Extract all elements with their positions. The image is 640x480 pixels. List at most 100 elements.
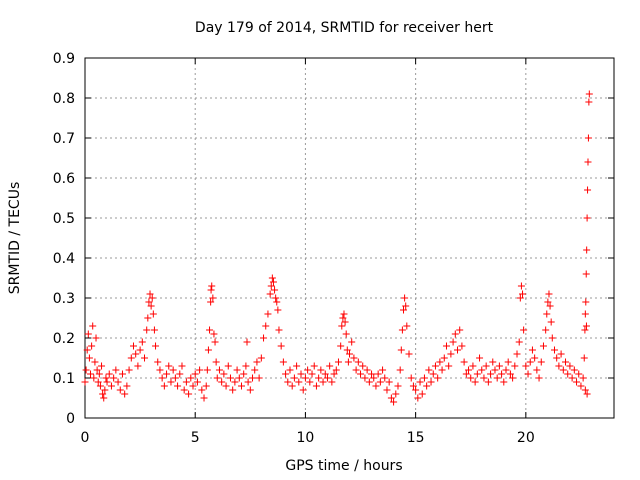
data-point [226, 374, 234, 382]
data-point [127, 354, 135, 362]
data-point [92, 334, 100, 342]
data-point [480, 374, 488, 382]
data-point [207, 298, 215, 306]
data-point [83, 346, 91, 354]
data-point [491, 366, 499, 374]
data-point [262, 322, 270, 330]
data-point [167, 378, 175, 386]
data-point [427, 378, 435, 386]
data-point [229, 386, 237, 394]
data-point [174, 382, 182, 390]
data-point [269, 278, 277, 286]
data-point [416, 378, 424, 386]
data-point [482, 362, 490, 370]
data-point [504, 358, 512, 366]
x-tick-label: 5 [191, 430, 200, 446]
data-point [582, 322, 590, 330]
data-point [260, 334, 268, 342]
data-point [215, 366, 223, 374]
data-point [310, 362, 318, 370]
data-point [129, 342, 137, 350]
data-point [498, 370, 506, 378]
data-point [282, 370, 290, 378]
data-point [295, 378, 303, 386]
data-point [257, 354, 265, 362]
data-point [334, 358, 342, 366]
data-point [136, 346, 144, 354]
data-point [143, 326, 151, 334]
data-point [94, 378, 102, 386]
data-point [493, 374, 501, 382]
data-point [372, 382, 380, 390]
data-point [125, 366, 133, 374]
data-point [123, 382, 131, 390]
data-point [513, 350, 521, 358]
data-point [562, 358, 570, 366]
data-point [198, 386, 206, 394]
y-tick-label: 0.3 [53, 291, 75, 307]
data-point [165, 362, 173, 370]
data-point [235, 374, 243, 382]
data-point [584, 186, 592, 194]
data-point [145, 298, 153, 306]
data-point [338, 322, 346, 330]
y-tick-label: 0.8 [53, 91, 75, 107]
data-point [337, 342, 345, 350]
data-point [383, 386, 391, 394]
data-point [489, 358, 497, 366]
data-point [99, 390, 107, 398]
data-point [342, 330, 350, 338]
data-point [471, 378, 479, 386]
data-point [240, 370, 248, 378]
data-point [568, 374, 576, 382]
data-point [354, 358, 362, 366]
data-point [193, 378, 201, 386]
data-point [275, 326, 283, 334]
data-point [253, 358, 261, 366]
data-point [522, 362, 530, 370]
data-point [425, 366, 433, 374]
grid [85, 58, 614, 418]
data-point [557, 350, 565, 358]
data-point [272, 294, 280, 302]
data-point [304, 366, 312, 374]
data-point [156, 366, 164, 374]
data-point [110, 374, 118, 382]
data-point [212, 358, 220, 366]
data-point [403, 322, 411, 330]
data-point [582, 270, 590, 278]
data-point [516, 294, 524, 302]
data-point [436, 358, 444, 366]
data-point [268, 274, 276, 282]
data-point [95, 370, 103, 378]
data-point [319, 378, 327, 386]
data-point [519, 290, 527, 298]
data-point [98, 362, 106, 370]
data-point [370, 374, 378, 382]
data-point [548, 334, 556, 342]
data-point [147, 302, 155, 310]
data-point [566, 362, 574, 370]
data-point [154, 358, 162, 366]
chart-title: Day 179 of 2014, SRMTID for receiver her… [195, 20, 494, 36]
data-point [447, 350, 455, 358]
data-point [400, 306, 408, 314]
y-tick-label: 0.5 [53, 211, 75, 227]
data-point [392, 390, 400, 398]
data-point [577, 382, 585, 390]
data-point [583, 214, 591, 222]
data-point [251, 366, 259, 374]
data-point [343, 346, 351, 354]
data-point [255, 374, 263, 382]
data-point [208, 282, 216, 290]
data-point [196, 366, 204, 374]
data-point [583, 390, 591, 398]
y-tick-label: 0.6 [53, 171, 75, 187]
data-point [484, 378, 492, 386]
data-point [381, 374, 389, 382]
data-point [185, 390, 193, 398]
data-point [423, 382, 431, 390]
data-point [434, 374, 442, 382]
data-point [89, 322, 97, 330]
data-point [210, 330, 218, 338]
